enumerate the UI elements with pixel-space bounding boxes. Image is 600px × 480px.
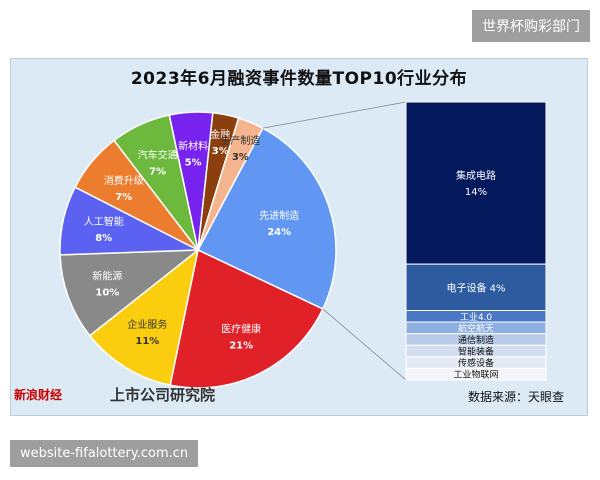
slice-label-9: 生产制造 <box>220 134 260 147</box>
breakdown-segment-0 <box>405 101 547 265</box>
slice-pct-2: 11% <box>135 336 159 347</box>
slice-pct-4: 8% <box>95 233 112 244</box>
slice-label-4: 人工智能 <box>84 215 124 228</box>
breakdown-pct-0: 14% <box>465 187 487 198</box>
breakdown-label-4: 通信制造 <box>458 334 494 346</box>
slice-pct-7: 5% <box>185 158 202 169</box>
watermark-top: 世界杯购彩部门 <box>472 10 590 42</box>
slice-pct-3: 10% <box>95 287 119 298</box>
breakdown-label-1: 电子设备 4% <box>446 281 505 294</box>
slice-pct-8: 3% <box>212 146 229 157</box>
breakdown-segment-7 <box>405 367 547 381</box>
slice-label-5: 消费升级 <box>104 174 144 187</box>
slice-label-6: 汽车交通 <box>138 148 178 161</box>
breakdown-label-0: 集成电路 <box>456 169 496 182</box>
pie-slice-0 <box>196 127 337 310</box>
pie-slice-3 <box>59 249 201 337</box>
leader-line-top <box>262 101 407 129</box>
data-source: 数据来源：天眼查 <box>468 390 565 404</box>
slice-label-1: 医疗健康 <box>221 322 261 335</box>
breakdown-label-3: 航空航天 <box>458 322 494 334</box>
chart-title: 2023年6月融资事件数量TOP10行业分布 <box>130 69 468 89</box>
slice-label-3: 新能源 <box>92 269 122 282</box>
slice-label-8: 金融 <box>210 128 230 141</box>
breakdown-label-6: 传感设备 <box>458 357 494 369</box>
logo-research-institute: 上市公司研究院 <box>110 386 216 404</box>
pie-slice-9 <box>197 117 264 251</box>
pie-slice-2 <box>88 248 200 387</box>
leader-line-bottom <box>322 308 407 381</box>
breakdown-label-5: 智能装备 <box>458 346 494 358</box>
slice-pct-1: 21% <box>229 340 253 351</box>
breakdown-label-2: 工业4.0 <box>460 312 493 323</box>
slice-pct-0: 24% <box>267 227 291 238</box>
slice-pct-6: 7% <box>149 166 166 177</box>
slice-label-7: 新材料 <box>178 140 208 153</box>
breakdown-segment-1 <box>405 263 547 311</box>
slice-label-0: 先进制造 <box>259 209 299 222</box>
pie-slice-1 <box>169 248 324 389</box>
logo-sina: 新浪财经 <box>14 388 63 402</box>
slice-pct-5: 7% <box>115 192 132 203</box>
slice-label-2: 企业服务 <box>127 318 167 331</box>
slice-pct-9: 3% <box>232 152 249 163</box>
watermark-bottom: website-fifalottery.com.cn <box>10 440 199 467</box>
breakdown-label-7: 工业物联网 <box>453 369 498 381</box>
